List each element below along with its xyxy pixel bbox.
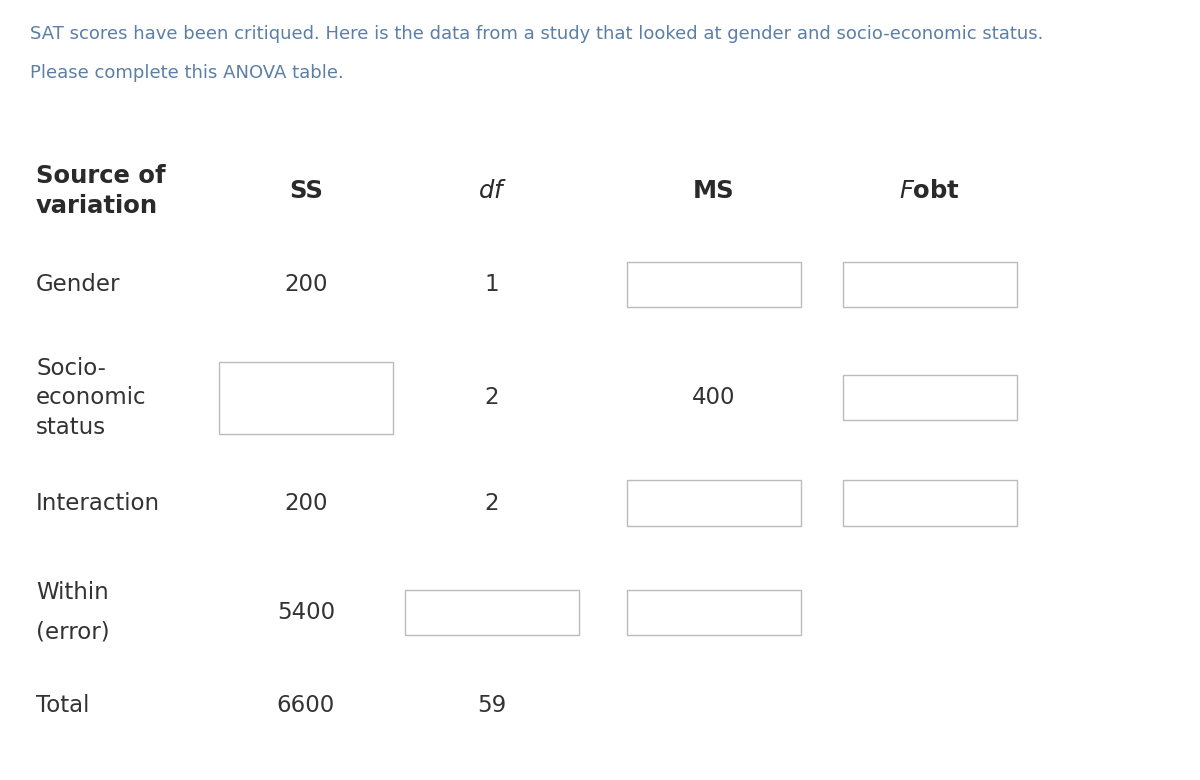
Text: 1: 1 [485,273,499,296]
FancyBboxPatch shape [842,375,1018,420]
FancyBboxPatch shape [628,590,802,635]
Text: 5400: 5400 [277,601,335,624]
FancyBboxPatch shape [628,262,802,307]
FancyBboxPatch shape [842,262,1018,307]
Text: 6600: 6600 [277,694,335,718]
Text: Gender: Gender [36,273,120,296]
Text: Total: Total [36,694,89,718]
Text: $\mathit{F}$obt: $\mathit{F}$obt [900,179,960,203]
FancyBboxPatch shape [220,362,394,434]
Text: economic: economic [36,386,146,410]
Text: (error): (error) [36,620,109,644]
Text: 400: 400 [692,386,736,410]
Text: Please complete this ANOVA table.: Please complete this ANOVA table. [30,64,343,82]
Text: SAT scores have been critiqued. Here is the data from a study that looked at gen: SAT scores have been critiqued. Here is … [30,25,1043,43]
Text: status: status [36,416,106,439]
Text: 2: 2 [485,491,499,515]
FancyBboxPatch shape [628,480,802,526]
Text: Socio-: Socio- [36,356,106,380]
Text: Source of
variation: Source of variation [36,164,166,218]
Text: 59: 59 [478,694,506,718]
Text: MS: MS [694,179,734,203]
Text: SS: SS [289,179,323,203]
Text: 200: 200 [284,491,328,515]
Text: $\mathit{df}$: $\mathit{df}$ [478,179,506,203]
Text: 2: 2 [485,386,499,410]
FancyBboxPatch shape [842,480,1018,526]
Text: Within: Within [36,581,109,604]
Text: Interaction: Interaction [36,491,160,515]
Text: 200: 200 [284,273,328,296]
FancyBboxPatch shape [404,590,578,635]
